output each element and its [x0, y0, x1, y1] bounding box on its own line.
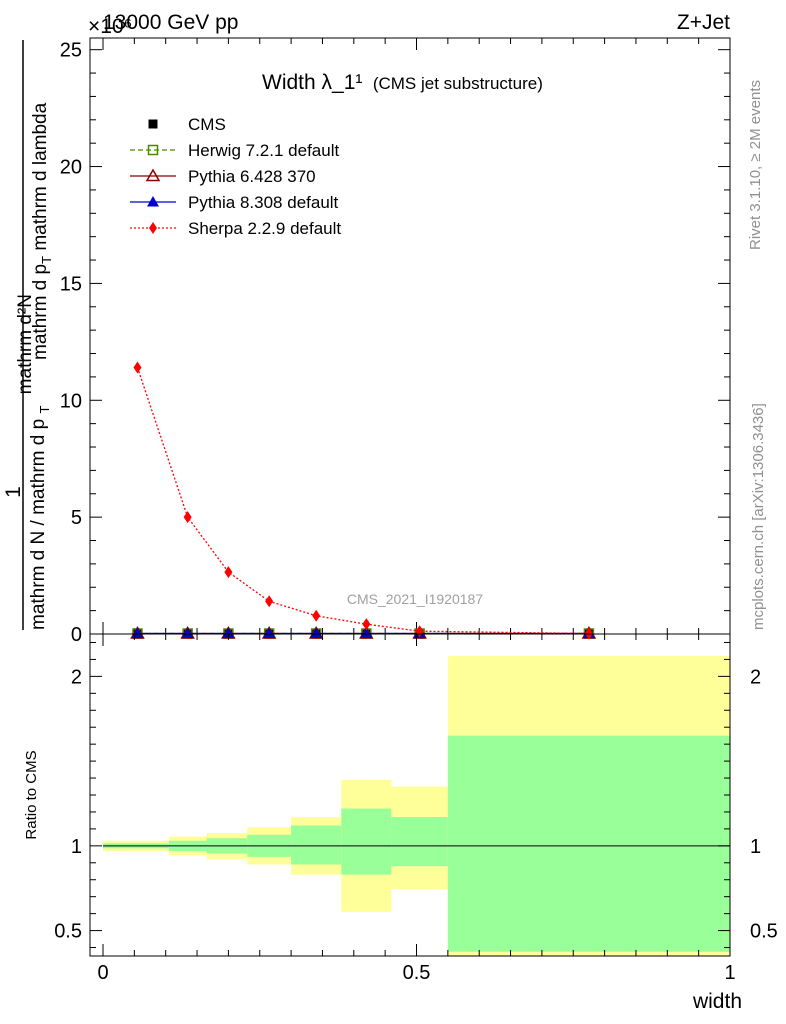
exponent-label: ×10⁶ [88, 15, 132, 38]
chart-subtitle: (CMS jet substructure) [373, 74, 543, 93]
legend-label: Herwig 7.2.1 default [188, 141, 339, 160]
y-title-fraction-numerator: mathrm d²N [15, 294, 36, 394]
data-point [362, 618, 371, 631]
series-line [136, 367, 589, 635]
y-title-denominator: mathrm d N / mathrm d p T mathrm d²N [15, 294, 54, 630]
ratio-y-label: Ratio to CMS [23, 750, 40, 839]
data-point [224, 566, 233, 579]
data-point [310, 627, 323, 639]
legend: CMS Herwig 7.2.1 default Pythia 6.428 370 P… [130, 115, 341, 238]
chart-title-main: Width λ_1¹ [262, 71, 362, 94]
main-y-tick-label: 15 [60, 273, 82, 295]
legend-marker [147, 196, 159, 207]
main-x-ticks [102, 38, 731, 634]
legend-entry: Pythia 6.428 370 [130, 167, 316, 186]
ratio-x-tick-label: 1 [724, 962, 735, 984]
legend-marker [147, 144, 159, 156]
main-y-ticks: 0 5 10 15 20 25 [60, 40, 730, 646]
ratio-inner-band [291, 825, 342, 865]
ratio-x-ticks: 0 0.5 1 [97, 634, 736, 984]
legend-label: Sherpa 2.2.9 default [188, 219, 341, 238]
data-point [133, 361, 142, 374]
legend-label: Pythia 8.308 default [188, 193, 339, 212]
data-point [183, 511, 192, 524]
ratio-plot: 0.5 0.51 12 2 0 0.5 1 Ratio to CMS width [23, 633, 778, 1013]
legend-marker [145, 168, 161, 182]
ratio-y-ticks: 0.5 0.5 1 1 2 2 [54, 641, 778, 949]
ratio-bands [103, 656, 730, 956]
ratio-y-tick-label-right: 0.5 [750, 921, 778, 943]
data-point [222, 627, 235, 639]
data-point [263, 627, 276, 639]
main-y-tick-label: 20 [60, 157, 82, 179]
ratio-inner-band [447, 735, 730, 952]
main-y-tick-label: 0 [71, 624, 82, 646]
y-title-denominator-main: mathrm d N / mathrm d p [28, 419, 49, 630]
legend-label: CMS [188, 115, 226, 134]
y-title-fd-tail: mathrm d lambda [30, 102, 51, 256]
ratio-x-tick-label: 0 [97, 962, 108, 984]
ratio-inner-band [391, 817, 448, 867]
y-title-numerator: 1 [2, 486, 25, 498]
ratio-y-tick-label: 1 [71, 836, 82, 858]
main-y-tick-label: 10 [60, 390, 82, 412]
y-title-denominator-sub: T [37, 406, 52, 414]
main-plot: 0 5 10 15 20 25 CMS_2021_I1920187 Width λ_1¹ … [60, 37, 731, 646]
main-y-tick-label: 25 [60, 40, 82, 62]
legend-entry: CMS [148, 115, 226, 134]
x-axis-label: width [692, 990, 742, 1013]
y-title-fraction-denominator: mathrm d pT mathrm d lambda [30, 102, 54, 360]
legend-label: Pythia 6.428 370 [188, 167, 316, 186]
main-plot-frame [89, 37, 731, 635]
data-point [181, 627, 194, 639]
ratio-y-tick-label: 0.5 [54, 921, 82, 943]
chart-title: Width λ_1¹ (CMS jet substructure) [262, 71, 543, 94]
main-y-axis-title: 1 mathrm d N / mathrm d p T mathrm d²N m… [2, 40, 54, 630]
main-y-tick-label: 5 [71, 507, 82, 529]
mcplots-label: mcplots.cern.ch [arXiv:1306.3436] [750, 403, 767, 630]
ratio-y-tick-label-right: 2 [750, 666, 761, 688]
legend-entry: Pythia 8.308 default [130, 193, 339, 212]
energy-label: 13000 GeV pp [103, 11, 238, 34]
data-point [360, 627, 373, 639]
data-point [265, 595, 274, 608]
legend-entry: Sherpa 2.2.9 default [130, 219, 341, 238]
legend-entry: Herwig 7.2.1 default [130, 141, 339, 160]
legend-marker [148, 119, 158, 129]
ratio-inner-band [341, 808, 392, 875]
ratio-y-tick-label-right: 1 [750, 836, 761, 858]
rivet-label: Rivet 3.1.10, ≥ 2M events [747, 80, 764, 250]
watermark: CMS_2021_I1920187 [347, 591, 483, 607]
y-title-fd-main: mathrm d p [30, 264, 51, 360]
y-title-fd-sub: T [39, 256, 54, 264]
process-label: Z+Jet [677, 11, 730, 34]
ratio-x-tick-label: 0.5 [403, 962, 431, 984]
legend-marker [149, 222, 157, 234]
ratio-y-tick-label: 2 [71, 666, 82, 688]
data-point [312, 609, 321, 622]
